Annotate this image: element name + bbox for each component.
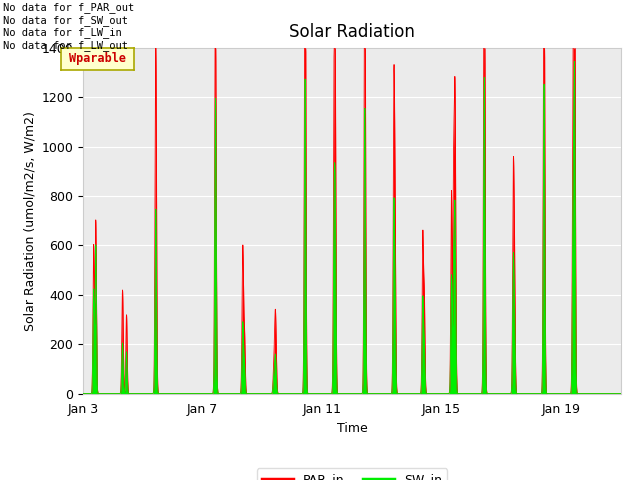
Text: Wparable: Wparable xyxy=(69,52,126,65)
Legend: PAR_in, SW_in: PAR_in, SW_in xyxy=(257,468,447,480)
Y-axis label: Solar Radiation (umol/m2/s, W/m2): Solar Radiation (umol/m2/s, W/m2) xyxy=(23,111,36,331)
Title: Solar Radiation: Solar Radiation xyxy=(289,23,415,41)
Text: No data for f_PAR_out
No data for f_SW_out
No data for f_LW_in
No data for f_LW_: No data for f_PAR_out No data for f_SW_o… xyxy=(3,2,134,51)
X-axis label: Time: Time xyxy=(337,422,367,435)
